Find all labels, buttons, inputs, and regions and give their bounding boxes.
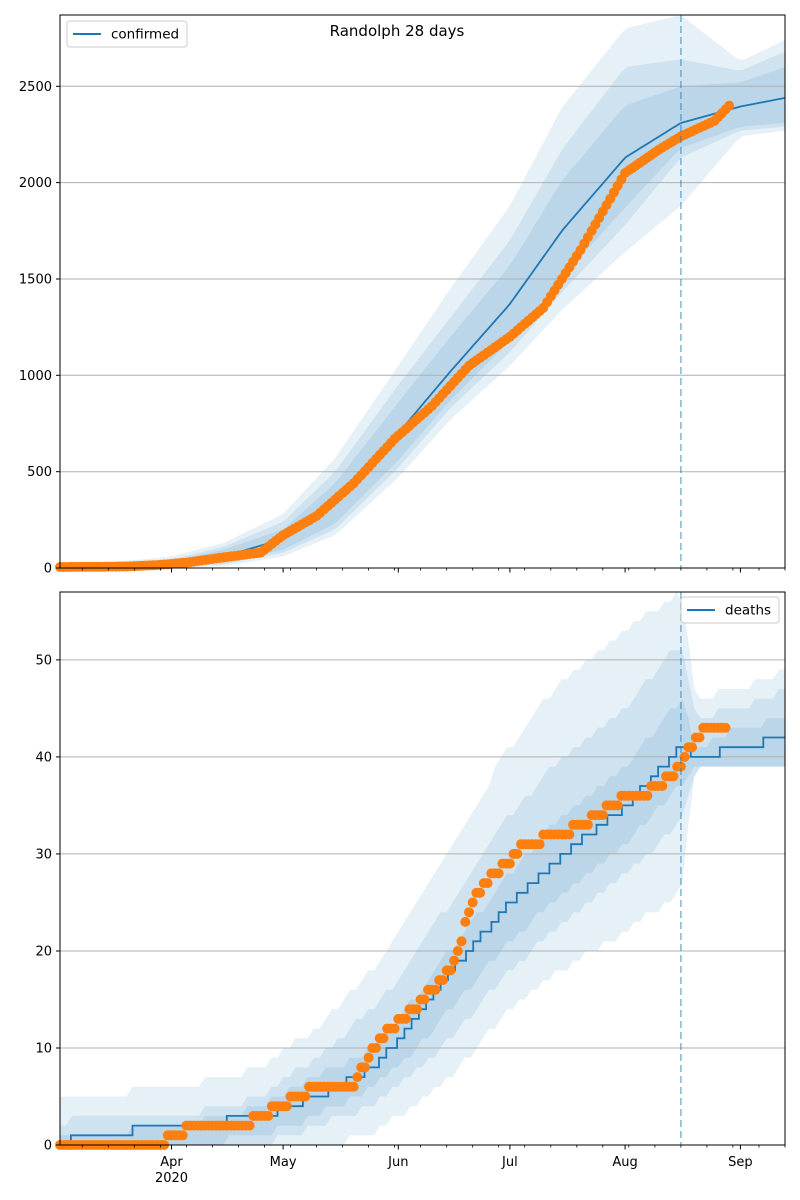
observed-point-101 [430, 984, 441, 995]
y-tick-label-30: 30 [35, 847, 52, 862]
observed-point-79 [348, 1081, 359, 1092]
observed-point-80 [352, 1072, 363, 1083]
observed-point-115 [482, 878, 493, 889]
confirmed-observed-points [55, 100, 735, 572]
observed-point-179 [720, 722, 731, 733]
observed-point-61 [281, 1101, 292, 1112]
axes-frame [59, 14, 786, 569]
observed-point-82 [359, 1062, 370, 1073]
observed-point-33 [177, 1130, 188, 1141]
observed-point-121 [504, 858, 515, 869]
confirmed-legend: confirmed [66, 20, 188, 48]
x-tick-label-Jun: Jun [387, 1155, 408, 1170]
legend-box [66, 20, 188, 48]
x-tick-label-Sep: Sep [728, 1155, 753, 1170]
observed-point-106 [449, 955, 460, 966]
confirmed-panel: 0 500 1000 1500 2000 2500 confirmed [19, 14, 786, 577]
observed-point-98 [419, 994, 430, 1005]
observed-point-96 [411, 1004, 422, 1015]
observed-point-162 [657, 781, 668, 791]
y-tick-label-40: 40 [35, 750, 52, 765]
observed-point-118 [493, 868, 504, 879]
uncertainty-band-1 [60, 592, 785, 1145]
x-tick-label-Apr: Apr [160, 1155, 183, 1170]
observed-point-107 [452, 946, 463, 956]
deaths-gridlines [60, 659, 785, 1146]
observed-point-105 [445, 965, 456, 976]
legend-label-deaths: deaths [725, 603, 771, 619]
uncertainty-band-2 [60, 51, 785, 569]
x-tick-label-Aug: Aug [612, 1155, 637, 1170]
x-tick-label-May: May [270, 1155, 297, 1170]
observed-point-167 [675, 761, 686, 772]
observed-point-56 [263, 1110, 274, 1121]
observed-point-146 [597, 810, 608, 821]
uncertainty-band-1 [60, 16, 785, 569]
y-tick-label-50: 50 [35, 653, 52, 668]
observed-point-158 [642, 790, 653, 801]
confirmed-uncertainty-bands [60, 16, 785, 569]
observed-point-129 [534, 839, 545, 850]
y-tick-label-1500: 1500 [19, 273, 52, 288]
y-tick-label-2000: 2000 [19, 176, 52, 191]
observed-point-111 [467, 897, 478, 908]
observed-point-109 [460, 916, 471, 927]
observed-point-85 [371, 1043, 381, 1053]
observed-point-51 [244, 1120, 255, 1131]
observed-point-150 [612, 800, 623, 811]
observed-point-172 [694, 732, 705, 743]
observed-point-90 [389, 1023, 400, 1034]
x-tick-sublabel-2020: 2020 [155, 1171, 188, 1186]
uncertainty-band-3 [60, 67, 785, 568]
y-tick-label-20: 20 [35, 945, 52, 960]
confirmed-axes: 0 500 1000 1500 2000 2500 [19, 14, 786, 577]
observed-point-168 [679, 751, 690, 762]
deaths-legend: deaths [680, 596, 780, 624]
y-tick-label-2500: 2500 [19, 80, 52, 95]
observed-point-170 [687, 742, 698, 753]
observed-point-83 [363, 1052, 374, 1063]
observed-point-137 [564, 829, 575, 840]
observed-point-108 [456, 936, 467, 947]
observed-point-87 [378, 1033, 389, 1044]
deaths-observed-points [55, 722, 731, 1150]
observed-point-113 [475, 887, 486, 898]
observed-point-93 [400, 1013, 411, 1024]
observed-point-103 [437, 975, 448, 986]
y-tick-label-10: 10 [35, 1042, 52, 1057]
x-tick-label-Jul: Jul [501, 1155, 518, 1170]
y-tick-label-0: 0 [44, 1139, 52, 1154]
observed-point-142 [582, 819, 593, 830]
observed-point-165 [668, 771, 679, 782]
uncertainty-band-2 [60, 650, 785, 1145]
observed-point-180 [724, 100, 735, 111]
axes-frame [59, 591, 786, 1146]
chart-title: Randolph 28 days [330, 22, 465, 40]
y-tick-label-500: 500 [27, 465, 52, 480]
observed-point-66 [300, 1091, 311, 1102]
legend-label-confirmed: confirmed [111, 27, 179, 43]
legend-box [680, 596, 780, 624]
observed-point-123 [512, 848, 523, 859]
y-tick-label-0: 0 [44, 562, 52, 577]
deaths-uncertainty-bands [60, 592, 785, 1145]
y-tick-label-1000: 1000 [19, 369, 52, 384]
observed-point-110 [464, 907, 474, 918]
